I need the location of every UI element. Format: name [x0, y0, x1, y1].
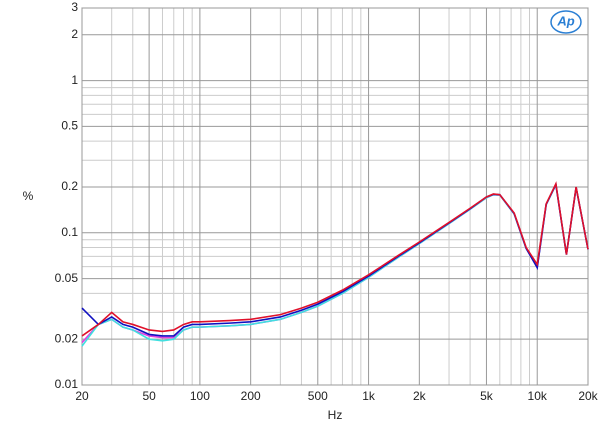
- y-tick-label: 3: [71, 0, 78, 14]
- series-line: [81, 181, 589, 337]
- plot-frame: [81, 7, 589, 386]
- y-tick-label: 2: [71, 27, 78, 41]
- x-tick-label: 20: [75, 389, 89, 403]
- lines: [81, 181, 589, 347]
- x-tick-label: 10k: [528, 389, 548, 403]
- y-tick-label: 0.2: [61, 179, 78, 193]
- logo: Ap: [556, 13, 574, 28]
- x-tick-label: 500: [308, 389, 328, 403]
- logo-ring: [550, 10, 582, 34]
- x-tick-label: 2k: [413, 389, 427, 403]
- series-line: [81, 181, 589, 337]
- y-tick-label: 0.1: [61, 225, 78, 239]
- y-tick-label: 0.01: [55, 377, 79, 391]
- x-tick-label: 100: [190, 389, 210, 403]
- x-tick-label: 20k: [578, 389, 598, 403]
- y-tick-label: 1: [71, 73, 78, 87]
- x-tick-label: 200: [241, 389, 261, 403]
- y-tick-label: 0.02: [55, 331, 79, 345]
- y-axis-label: %: [23, 189, 34, 203]
- x-axis-label: Hz: [328, 408, 343, 422]
- x-tick-label: 50: [142, 389, 156, 403]
- y-tick-label: 0.05: [55, 271, 79, 285]
- x-tick-label: 5k: [480, 389, 494, 403]
- x-tick-label: 1k: [362, 389, 376, 403]
- y-tick-label: 0.5: [61, 119, 78, 133]
